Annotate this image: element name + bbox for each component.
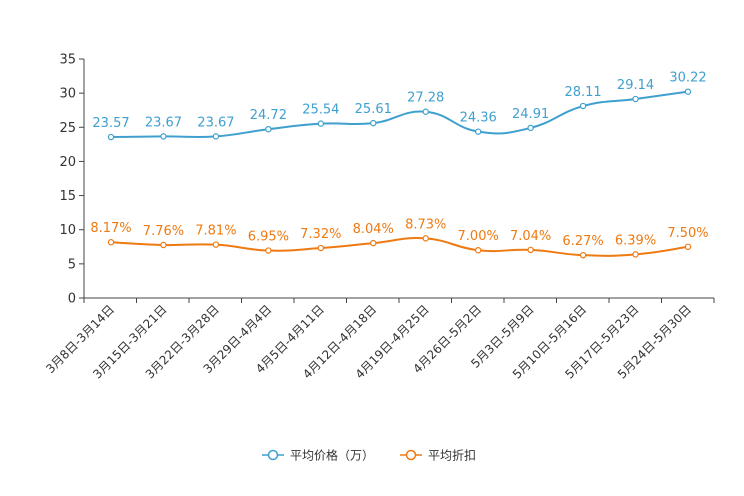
data-label: 23.67 bbox=[145, 115, 182, 130]
data-label: 6.95% bbox=[248, 230, 289, 245]
legend-item-discount[interactable]: 平均折扣 bbox=[400, 448, 476, 463]
y-ticks: 0 5 10 15 20 25 30 35 bbox=[59, 53, 84, 307]
data-point[interactable] bbox=[160, 133, 167, 140]
series-line bbox=[110, 90, 689, 139]
data-point[interactable] bbox=[527, 124, 534, 132]
data-label: 24.91 bbox=[512, 107, 549, 122]
data-point[interactable] bbox=[265, 125, 272, 133]
data-label: 8.04% bbox=[353, 222, 394, 237]
series-0: 23.57 23.67 23.67 24.72 25.54 25.61 27.28 24.36… bbox=[92, 71, 707, 141]
data-label: 23.57 bbox=[92, 116, 129, 131]
data-label: 24.36 bbox=[460, 111, 497, 126]
data-point[interactable] bbox=[474, 246, 482, 254]
legend-discount-label: 平均折扣 bbox=[428, 448, 476, 463]
data-label: 8.17% bbox=[90, 221, 131, 236]
data-label: 8.73% bbox=[405, 217, 446, 232]
data-label: 7.00% bbox=[458, 229, 499, 244]
data-point[interactable] bbox=[265, 247, 272, 254]
data-point[interactable] bbox=[684, 88, 692, 95]
legend-price-label: 平均价格（万） bbox=[290, 448, 374, 463]
data-point[interactable] bbox=[370, 119, 377, 127]
data-point[interactable] bbox=[632, 251, 639, 258]
data-label: 7.04% bbox=[510, 229, 551, 244]
data-label: 25.54 bbox=[302, 103, 339, 118]
data-label: 29.14 bbox=[617, 78, 654, 93]
series-1: 8.17% 7.76% 7.81% 6.95% 7.32% 8.04% 8.73% 7.00%… bbox=[90, 217, 709, 259]
x-ticks: 3月8日-3月14日3月15日-3月21日3月22日-3月28日3月29日-4月… bbox=[43, 298, 715, 382]
data-label: 7.81% bbox=[195, 224, 236, 239]
y-tick-label: 30 bbox=[59, 87, 76, 102]
data-point[interactable] bbox=[632, 95, 639, 103]
legend-item-price[interactable]: 平均价格（万） bbox=[262, 448, 374, 463]
data-point[interactable] bbox=[422, 108, 429, 115]
data-point[interactable] bbox=[684, 243, 692, 250]
data-label: 6.39% bbox=[615, 233, 656, 248]
data-point[interactable] bbox=[212, 133, 220, 140]
data-label: 7.32% bbox=[300, 227, 341, 242]
data-point[interactable] bbox=[579, 251, 587, 259]
data-label: 7.50% bbox=[667, 226, 708, 241]
legend-discount-marker bbox=[405, 449, 417, 461]
data-point[interactable] bbox=[317, 120, 325, 127]
data-label: 27.28 bbox=[407, 91, 444, 106]
series-line bbox=[110, 237, 689, 257]
y-tick-label: 0 bbox=[68, 292, 76, 307]
data-point[interactable] bbox=[422, 235, 429, 242]
y-tick-label: 25 bbox=[59, 121, 76, 136]
data-label: 28.11 bbox=[564, 85, 601, 100]
data-point[interactable] bbox=[160, 241, 167, 249]
series-layer: 23.57 23.67 23.67 24.72 25.54 25.61 27.28 24.36… bbox=[90, 71, 709, 259]
legend-price-marker bbox=[267, 449, 279, 461]
data-point[interactable] bbox=[107, 133, 115, 141]
data-point[interactable] bbox=[212, 241, 220, 248]
data-label: 25.61 bbox=[355, 102, 392, 117]
data-point[interactable] bbox=[527, 246, 534, 254]
legend: 平均价格（万） 平均折扣 bbox=[262, 448, 476, 463]
data-point[interactable] bbox=[474, 128, 482, 135]
y-tick-label: 15 bbox=[59, 189, 76, 204]
data-point[interactable] bbox=[107, 239, 115, 246]
data-label: 24.72 bbox=[250, 108, 287, 123]
y-tick-label: 5 bbox=[68, 257, 76, 272]
axes bbox=[83, 59, 714, 299]
y-tick-label: 10 bbox=[59, 223, 76, 238]
y-tick-label: 35 bbox=[59, 53, 76, 68]
data-point[interactable] bbox=[370, 239, 377, 247]
data-label: 30.22 bbox=[669, 71, 706, 86]
data-point[interactable] bbox=[579, 102, 587, 110]
data-label: 23.67 bbox=[197, 115, 234, 130]
y-tick-label: 20 bbox=[59, 155, 76, 170]
data-label: 6.27% bbox=[562, 234, 603, 249]
data-point[interactable] bbox=[317, 244, 325, 252]
data-label: 7.76% bbox=[143, 224, 184, 239]
